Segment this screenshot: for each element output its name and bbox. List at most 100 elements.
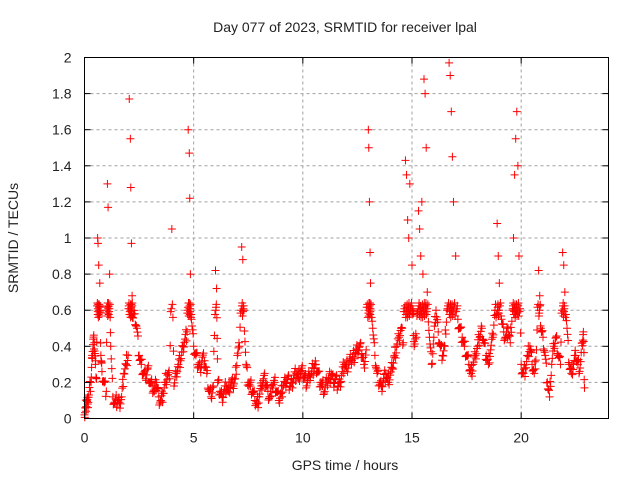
data-point [506,338,515,347]
data-point [418,270,427,279]
data-point [394,333,403,342]
data-point [420,75,429,84]
data-point [137,355,146,364]
data-point [147,377,156,386]
data-point [568,370,577,379]
data-point [489,330,498,339]
data-point [192,348,201,357]
data-point [441,326,450,335]
data-point [579,327,588,336]
data-point [336,382,345,391]
data-point [514,252,523,261]
data-point [369,331,378,340]
data-point [104,203,113,212]
data-point [189,329,198,338]
data-point [269,380,278,389]
data-point [112,403,121,412]
data-point [496,311,505,320]
y-tick-label: 0.6 [52,302,72,318]
data-point [105,304,114,313]
data-point [546,377,555,386]
data-point [440,341,449,350]
data-point [471,354,480,363]
y-tick-label: 0.2 [52,374,72,390]
data-point [287,378,296,387]
data-point [364,125,373,134]
data-point [343,367,352,376]
data-point [144,361,153,370]
x-tick-label: 10 [295,430,311,446]
y-axis-label: SRMTID / TECUs [5,183,21,293]
data-point [183,327,192,336]
data-point [510,170,519,179]
data-point [440,342,449,351]
data-point [199,349,208,358]
data-point [580,375,589,384]
data-point [277,389,285,398]
data-point [118,384,127,393]
data-point [427,360,436,369]
data-point [232,361,241,370]
data-point [159,389,168,398]
data-point [240,326,249,335]
data-point [403,313,412,322]
data-point [557,338,566,347]
data-point [85,383,94,392]
data-point [427,347,436,356]
data-point [576,357,585,366]
data-point [106,313,115,322]
data-point [278,388,287,397]
data-point [188,321,197,330]
data-point [535,306,544,315]
data-point [365,197,374,206]
data-point [416,252,425,261]
data-point [106,342,115,351]
data-point [526,346,535,355]
data-point [495,279,504,288]
data-point [487,341,496,350]
data-point [317,380,326,389]
data-point [130,309,139,318]
data-point [152,378,161,387]
data-point [231,374,240,383]
data-point [552,333,561,342]
data-point [417,197,426,206]
data-point [433,318,442,327]
y-tick-label: 0 [64,411,72,427]
data-point [555,352,564,361]
data-point [575,369,584,378]
data-point [368,317,377,326]
data-point [420,309,429,318]
data-point [97,359,106,368]
data-point [371,361,380,370]
data-point [137,360,146,369]
data-point [132,324,141,333]
data-point [188,325,197,334]
data-point [369,334,378,343]
data-point [558,248,567,257]
data-point [115,404,124,413]
data-point [560,301,569,310]
data-point [100,378,109,387]
data-point [438,356,447,365]
data-point [506,323,515,332]
data-point [135,351,144,360]
data-point [458,338,467,347]
data-point [395,331,404,340]
data-point [368,324,377,333]
data-point [545,392,554,401]
data-point [328,370,337,379]
data-point [387,363,396,372]
data-point [471,351,480,360]
data-point [388,363,397,372]
data-point [242,360,251,369]
data-point [177,354,186,363]
data-point [488,329,497,338]
data-point [135,356,144,365]
data-point [212,313,221,322]
data-point [208,383,217,392]
data-point [539,345,548,354]
data-point [186,300,195,309]
data-point [173,367,182,376]
